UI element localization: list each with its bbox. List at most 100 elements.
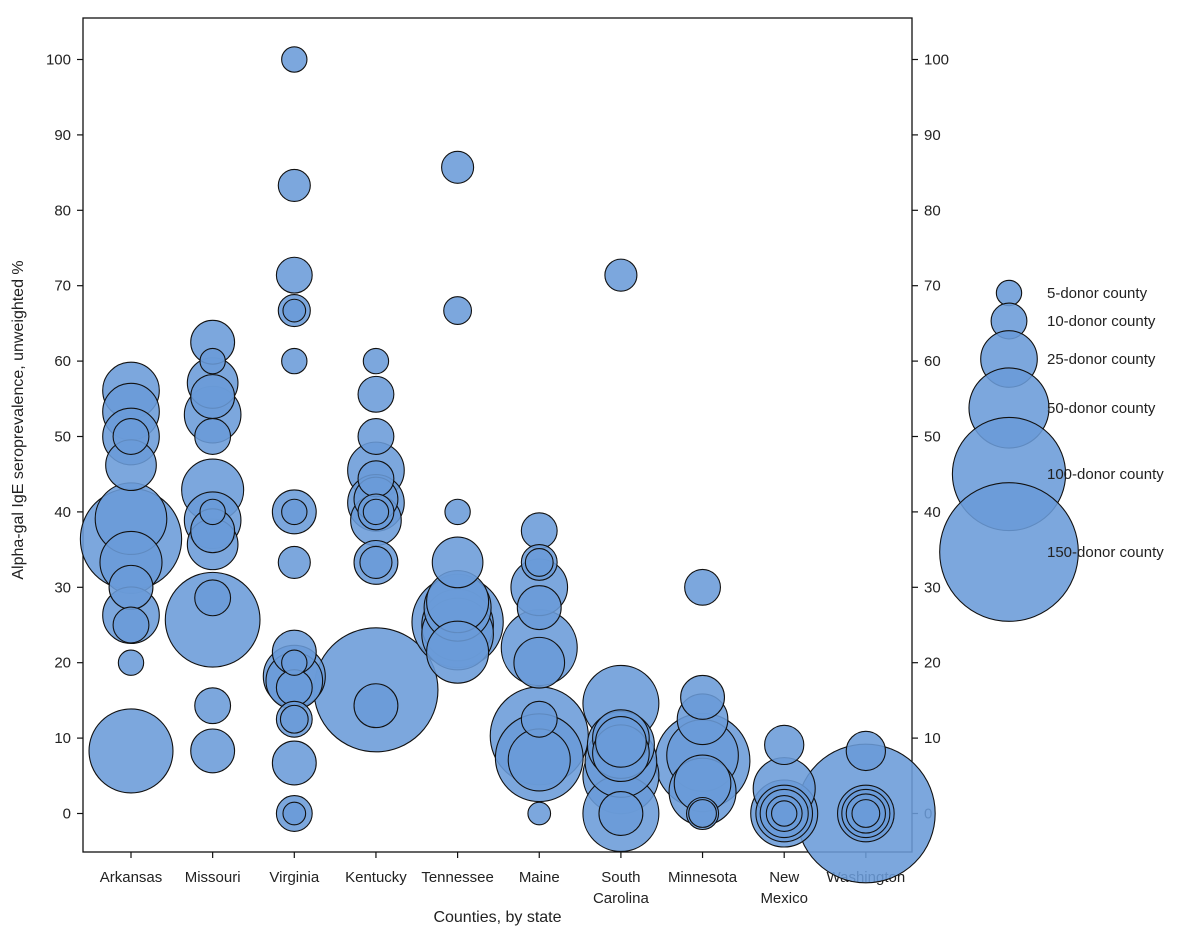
y-tick-label-right: 60 [924,353,941,370]
bubble-point [194,687,232,725]
x-tick-label: Minnesota [668,869,738,886]
y-tick-label-left: 60 [54,353,71,370]
bubble-point [112,418,150,455]
y-tick-label-right: 30 [924,579,941,596]
bubble-point [362,498,390,526]
y-tick-label-left: 10 [54,730,71,747]
bubble-point [359,545,393,579]
bubble-point [194,418,232,455]
bubble-point [357,375,395,413]
bubble-point [520,512,558,550]
x-tick-label: Missouri [185,869,241,886]
bubble-point [281,46,308,73]
y-tick-label-right: 10 [924,730,941,747]
bubble-point [513,636,566,689]
bubble-point [194,579,232,617]
bubble-point [362,347,390,375]
bubble-point [516,585,562,631]
bubble-point [281,649,308,676]
bubble-point [527,801,552,826]
bubble-point [595,716,647,768]
bubble-point [277,545,311,579]
bubble-point [507,728,571,792]
bubble-point [277,168,311,202]
bubble-series [79,46,936,884]
bubble-point [688,799,717,828]
bubble-point [520,700,558,738]
y-tick-label-left: 0 [63,806,71,823]
bubble-point [851,799,881,828]
y-tick-label-left: 30 [54,579,71,596]
bubble-point [108,564,154,610]
legend-label: 50-donor county [1047,400,1156,417]
bubble-point [764,724,805,766]
legend-bubble [939,482,1079,622]
y-tick-label-right: 40 [924,504,941,521]
x-tick-label: Arkansas [100,869,163,886]
y-tick-label-right: 80 [924,202,941,219]
y-tick-label-left: 20 [54,655,71,672]
left-y-axis-ticks: 0 10 20 30 40 50 60 70 80 90 100 [46,52,83,823]
x-tick-label: Virginia [269,869,319,886]
y-tick-label-left: 100 [46,52,71,69]
legend-label: 100-donor county [1047,466,1164,483]
bubble-point [684,568,721,606]
bubble-point [770,800,798,827]
bubble-point [117,649,145,676]
legend-bubble [995,279,1023,307]
y-tick-label-left: 50 [54,429,71,446]
bubble-point [598,791,644,836]
bubble-point [680,674,726,720]
x-tick-label: New [769,869,799,886]
bubble-point [357,418,395,455]
bubble-point [190,728,236,774]
y-tick-label-right: 20 [924,655,941,672]
bubble-point [444,498,471,526]
bubble-point [281,347,308,375]
size-legend: 5-donor county 10-donor county 25-donor co… [939,279,1164,622]
bubble-point [524,548,554,577]
bubble-point [357,460,395,498]
bubble-point [353,683,399,729]
x-tick-label: Maine [519,869,560,886]
x-tick-label: South [601,869,640,886]
y-tick-label-left: 90 [54,127,71,144]
y-tick-label-right: 70 [924,278,941,295]
bubble-point [604,258,638,292]
bubble-point [441,150,475,184]
legend-label: 10-donor county [1047,313,1156,330]
legend-label: 5-donor county [1047,285,1148,302]
bubble-point [426,620,490,684]
bubble-point [275,256,313,294]
y-tick-label-right: 100 [924,52,949,69]
bubble-point [279,704,309,734]
bubble-point [443,296,473,325]
bubble-point [282,298,307,323]
x-tick-label: Tennessee [421,869,494,886]
y-axis-title: Alpha-gal IgE seroprevalence, unweighted… [10,260,27,579]
y-tick-label-left: 40 [54,504,71,521]
bubble-point [281,498,308,526]
bubble-point [88,708,174,794]
bubble-point [271,740,317,786]
bubble-point [199,347,226,375]
x-tick-label: Kentucky [345,869,407,886]
plot-frame [82,17,913,853]
bubble-point [112,606,150,644]
legend-label: 25-donor county [1047,351,1156,368]
y-tick-label-left: 80 [54,202,71,219]
bubble-point [845,730,887,772]
bubble-point [431,536,484,589]
bubble-point [164,571,261,668]
legend-label: 150-donor county [1047,544,1164,561]
x-axis-title: Counties, by state [433,909,561,926]
bubble-point [199,498,226,526]
x-tick-label: Mexico [760,890,808,907]
bubble-point [190,374,236,420]
y-tick-label-left: 70 [54,278,71,295]
x-tick-label: Carolina [593,890,650,907]
x-axis-category-labels: Arkansas Missouri Virginia Kentucky Tennesse… [100,852,905,907]
y-tick-label-right: 50 [924,429,941,446]
